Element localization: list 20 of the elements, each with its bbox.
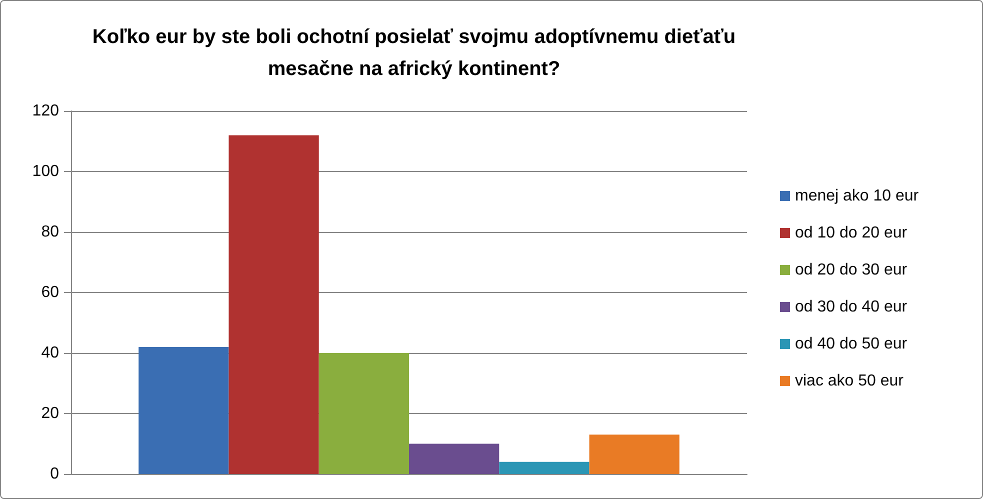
bar (318, 353, 409, 474)
y-tick-label: 40 (41, 344, 60, 362)
y-tick-label: 20 (41, 405, 60, 422)
bar (409, 444, 500, 474)
legend-label: viac ako 50 eur (795, 372, 904, 390)
y-tick-label: 120 (32, 102, 60, 120)
legend-label: od 40 do 50 eur (795, 336, 908, 352)
bar (228, 135, 319, 474)
bar (138, 346, 229, 474)
y-tick-label: 100 (32, 163, 60, 180)
chart-title: Koľko eur by ste boli ochotní posielať svojmu adoptívnemu dieťaťu mesačne na africký kontinent? (92, 26, 736, 80)
y-tick-label: 0 (50, 466, 60, 482)
bar (589, 434, 680, 474)
legend-label: od 10 do 20 eur (795, 224, 908, 242)
legend-label: od 20 do 30 eur (795, 262, 908, 278)
legend-label: menej ako 10 eur (795, 188, 920, 204)
y-tick-label: 60 (41, 284, 60, 301)
legend-label: od 30 do 40 eur (795, 298, 908, 316)
y-tick-label: 80 (41, 224, 60, 240)
bar (499, 462, 590, 474)
